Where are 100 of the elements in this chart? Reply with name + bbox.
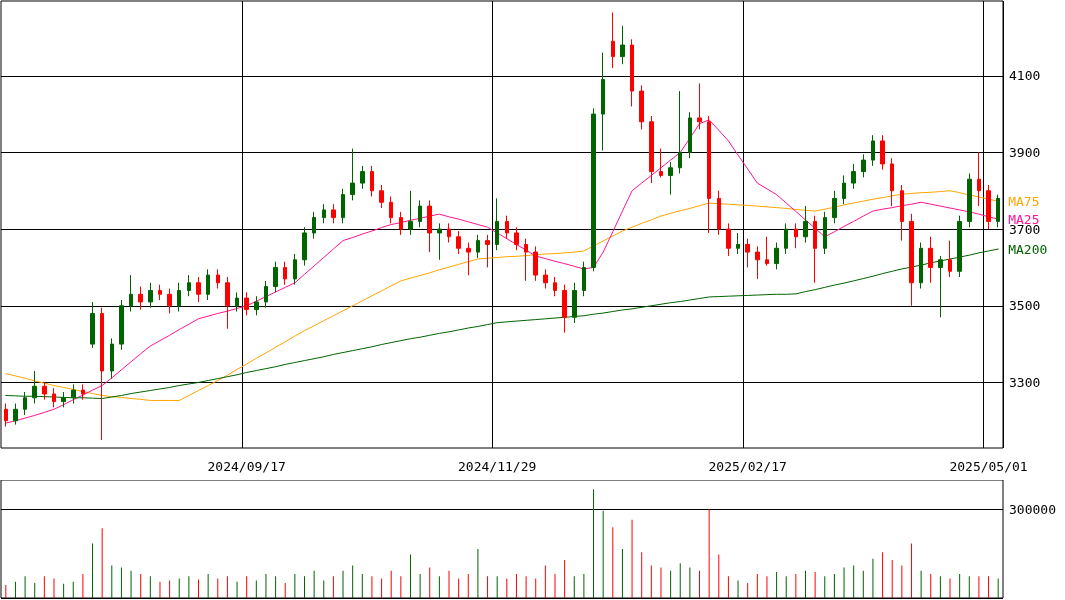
candlestick — [90, 301, 95, 349]
candlestick — [225, 276, 230, 330]
series-label: MA75 — [1008, 193, 1040, 209]
candlestick — [360, 165, 365, 190]
candlestick — [138, 286, 143, 311]
candlestick — [187, 274, 191, 297]
candlestick — [890, 157, 894, 207]
candlestick — [851, 163, 856, 190]
candlestick — [283, 261, 287, 286]
candlestick — [823, 211, 827, 255]
candlestick — [13, 403, 18, 426]
candlestick — [42, 381, 47, 401]
candlestick — [81, 383, 85, 401]
candlestick — [871, 134, 875, 167]
candlestick — [755, 245, 760, 280]
candlestick — [832, 190, 837, 224]
candlestick — [235, 291, 239, 313]
candlestick — [948, 240, 952, 278]
candlestick — [100, 307, 104, 441]
candlestick — [900, 184, 904, 242]
candlestick — [505, 215, 509, 240]
candlestick — [659, 148, 663, 178]
candlestick — [350, 148, 355, 201]
y-tick-label: 4100 — [1009, 68, 1041, 84]
candlestick — [880, 134, 885, 171]
candlestick — [986, 184, 991, 230]
y-tick-label: 300000 — [1009, 501, 1056, 517]
candlestick — [562, 284, 567, 334]
candlestick — [572, 282, 577, 324]
candlestick — [273, 261, 278, 293]
candlestick — [967, 173, 972, 228]
candlestick — [591, 107, 596, 272]
candlestick — [370, 165, 374, 198]
candlestick — [437, 222, 442, 261]
candlestick — [842, 174, 846, 205]
series-label: MA200 — [1008, 241, 1048, 257]
candlestick — [408, 190, 413, 236]
candlestick — [389, 196, 393, 224]
line-series — [5, 119, 999, 424]
candlestick — [322, 203, 326, 224]
candlestick — [726, 222, 731, 257]
candlestick — [630, 38, 634, 107]
candlestick — [745, 238, 750, 268]
candlestick — [938, 255, 943, 318]
candlestick — [582, 261, 586, 297]
candlestick — [312, 211, 316, 240]
candlestick — [524, 238, 528, 282]
candlestick — [254, 295, 259, 316]
candlestick — [52, 387, 56, 408]
candlestick — [784, 222, 788, 255]
candlestick — [485, 234, 490, 268]
candlestick — [4, 403, 8, 428]
candlestick — [379, 184, 384, 209]
candlestick — [697, 82, 702, 130]
candlestick — [639, 84, 644, 130]
candlestick — [331, 203, 336, 224]
y-tick-label: 3300 — [1009, 374, 1041, 390]
candlestick — [774, 242, 779, 270]
x-tick-label: 2025/02/17 — [708, 459, 787, 474]
candlestick — [765, 236, 769, 267]
candlestick — [553, 276, 557, 297]
candlestick — [909, 213, 914, 307]
x-tick-label: 2024/09/17 — [207, 459, 286, 474]
candlestick — [119, 299, 124, 351]
candlestick — [476, 234, 480, 259]
candlestick — [813, 215, 817, 284]
candlestick — [861, 153, 866, 178]
candlestick — [495, 197, 499, 251]
candlestick — [996, 194, 1000, 228]
candlestick — [196, 276, 201, 303]
candlestick — [206, 268, 210, 301]
candlestick — [167, 288, 172, 314]
candlestick — [649, 115, 654, 184]
candlestick — [736, 232, 740, 255]
candlestick — [177, 282, 181, 313]
candlestick — [533, 245, 538, 282]
candlestick — [514, 226, 519, 251]
candlestick — [466, 242, 471, 276]
y-tick-label: 3500 — [1009, 298, 1041, 314]
candlestick — [707, 115, 711, 234]
candlestick — [794, 222, 798, 249]
candlestick — [611, 12, 615, 69]
candlestick — [977, 151, 981, 207]
candlestick — [110, 337, 114, 380]
candlestick — [418, 199, 422, 228]
candlestick — [620, 25, 625, 65]
line-series — [5, 190, 999, 401]
x-tick-label: 2024/11/29 — [458, 459, 537, 474]
candlestick — [678, 90, 682, 175]
candlestick — [399, 211, 403, 236]
candlestick — [216, 268, 220, 290]
candlestick — [158, 284, 162, 301]
candlestick — [668, 161, 673, 196]
candlestick — [543, 268, 548, 290]
candlestick — [601, 52, 605, 152]
candlestick — [717, 190, 721, 236]
candlestick — [427, 199, 432, 253]
candlestick — [928, 236, 933, 284]
candlestick — [129, 274, 133, 313]
candlestick — [293, 253, 297, 286]
